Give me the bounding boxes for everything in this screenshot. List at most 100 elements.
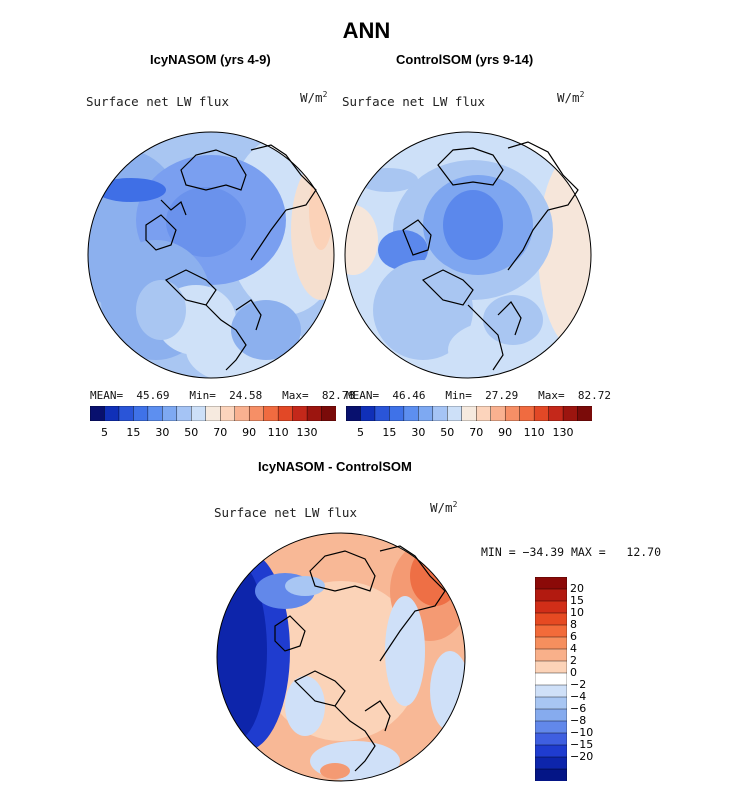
left-colorbar	[90, 406, 336, 421]
diff-colorbar-swatch	[535, 756, 567, 770]
right-polar-map	[344, 131, 592, 379]
diff-colorbar-label: 0	[570, 666, 577, 679]
colorbar-tick-label: 70	[213, 426, 228, 439]
diff-polar-map	[216, 532, 466, 782]
left-variable-label: Surface net LW flux	[86, 94, 229, 109]
right-colorbar	[346, 406, 592, 421]
colorbar-swatch	[562, 406, 579, 421]
left-stats: MEAN= 45.69 Min= 24.58 Max= 82.78	[90, 389, 355, 402]
colorbar-tick-label: 30	[411, 426, 426, 439]
diff-colorbar-label: −10	[570, 726, 594, 739]
colorbar-swatch	[176, 406, 192, 421]
colorbar-swatch	[461, 406, 477, 421]
colorbar-swatch	[403, 406, 419, 421]
colorbar-swatch	[476, 406, 492, 421]
left-polar-map	[87, 131, 335, 379]
colorbar-swatch	[133, 406, 149, 421]
colorbar-swatch	[205, 406, 221, 421]
diff-colorbar-swatch	[535, 684, 567, 698]
diff-colorbar-swatch	[535, 696, 567, 710]
colorbar-swatch	[577, 406, 592, 421]
diff-colorbar-labels: 20 15 10 8 6 4 2 0 −2 −4 −6 −8 −10 −15 −20	[570, 577, 610, 781]
colorbar-swatch	[519, 406, 535, 421]
colorbar-tick-label: 130	[552, 426, 574, 439]
colorbar-swatch	[418, 406, 434, 421]
diff-colorbar-label: −2	[570, 678, 587, 691]
colorbar-tick-label: 110	[523, 426, 545, 439]
diff-colorbar-swatch	[535, 624, 567, 638]
diff-colorbar-label: −6	[570, 702, 587, 715]
colorbar-tick-label: 5	[100, 426, 108, 439]
colorbar-swatch	[389, 406, 405, 421]
colorbar-swatch	[432, 406, 448, 421]
diff-colorbar-swatch	[535, 660, 567, 674]
diff-colorbar-swatch	[535, 744, 567, 758]
right-panel-title: ControlSOM (yrs 9-14)	[396, 52, 534, 67]
diff-units-label: W/m2	[430, 500, 458, 516]
colorbar-swatch	[220, 406, 236, 421]
diff-colorbar-swatch	[535, 600, 567, 614]
diff-colorbar-label: 4	[570, 642, 577, 655]
colorbar-swatch	[162, 406, 178, 421]
colorbar-tick-label: 15	[382, 426, 397, 439]
diff-colorbar-swatch	[535, 588, 567, 602]
diff-colorbar-swatch	[535, 720, 567, 734]
colorbar-swatch	[292, 406, 308, 421]
left-colorbar-ticks: 5 15 30 50 70 90 110 130	[90, 426, 336, 440]
colorbar-swatch	[321, 406, 336, 421]
diff-colorbar-label: −8	[570, 714, 587, 727]
diff-colorbar-label: 15	[570, 594, 584, 607]
diff-colorbar-swatch	[535, 768, 567, 781]
diff-variable-label: Surface net LW flux	[214, 505, 357, 520]
diff-colorbar-label: −20	[570, 750, 594, 763]
diff-panel-title: IcyNASOM - ControlSOM	[258, 459, 412, 474]
diff-colorbar-label: 8	[570, 618, 577, 631]
diff-colorbar-swatch	[535, 732, 567, 746]
diff-colorbar-swatch	[535, 672, 567, 686]
colorbar-tick-label: 15	[126, 426, 141, 439]
colorbar-tick-label: 90	[242, 426, 257, 439]
colorbar-swatch	[346, 406, 361, 421]
colorbar-swatch	[147, 406, 163, 421]
diff-colorbar-swatch	[535, 636, 567, 650]
colorbar-tick-label: 110	[267, 426, 289, 439]
diff-minmax: MIN = −34.39 MAX = 12.70	[481, 545, 662, 559]
right-stats: MEAN= 46.46 Min= 27.29 Max= 82.72	[346, 389, 611, 402]
colorbar-swatch	[306, 406, 323, 421]
colorbar-swatch	[104, 406, 120, 421]
colorbar-tick-label: 30	[155, 426, 170, 439]
diff-colorbar-label: 6	[570, 630, 577, 643]
colorbar-swatch	[263, 406, 279, 421]
colorbar-swatch	[490, 406, 506, 421]
diff-colorbar-swatch	[535, 612, 567, 626]
colorbar-tick-label: 130	[296, 426, 318, 439]
right-colorbar-ticks: 5 15 30 50 70 90 110 130	[346, 426, 592, 440]
right-units-label: W/m2	[557, 90, 585, 106]
left-panel-title: IcyNASOM (yrs 4-9)	[150, 52, 271, 67]
colorbar-tick-label: 5	[356, 426, 364, 439]
diff-colorbar-label: 10	[570, 606, 584, 619]
colorbar-tick-label: 70	[469, 426, 484, 439]
diff-colorbar-label: −15	[570, 738, 594, 751]
colorbar-swatch	[234, 406, 250, 421]
diff-colorbar-swatch	[535, 648, 567, 662]
diff-colorbar-swatch	[535, 708, 567, 722]
colorbar-swatch	[90, 406, 105, 421]
colorbar-swatch	[447, 406, 463, 421]
colorbar-swatch	[533, 406, 550, 421]
colorbar-swatch	[191, 406, 207, 421]
colorbar-swatch	[548, 406, 564, 421]
colorbar-swatch	[374, 406, 390, 421]
colorbar-tick-label: 90	[498, 426, 513, 439]
colorbar-swatch	[277, 406, 294, 421]
left-units-label: W/m2	[300, 90, 328, 106]
colorbar-swatch	[360, 406, 376, 421]
page-title: ANN	[342, 18, 391, 43]
colorbar-tick-label: 50	[440, 426, 455, 439]
diff-colorbar-label: 2	[570, 654, 577, 667]
diff-colorbar-label: 20	[570, 582, 584, 595]
colorbar-swatch	[504, 406, 521, 421]
colorbar-swatch	[118, 406, 134, 421]
colorbar-swatch	[248, 406, 265, 421]
diff-colorbar-swatch	[535, 577, 567, 590]
